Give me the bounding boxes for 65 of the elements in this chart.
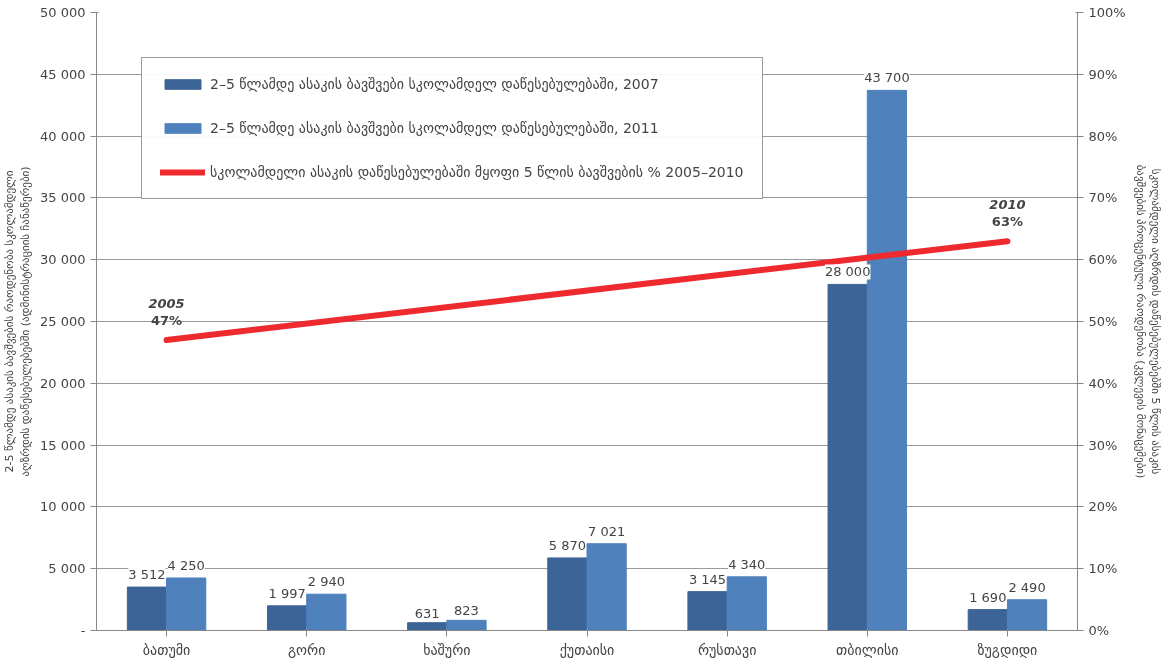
bar — [266, 605, 308, 631]
bar — [726, 576, 767, 631]
y-tick-label: 20 000 — [40, 375, 86, 391]
y-axis-title: 2-5 წლამდე ასაკის ბავშვების რაოდენობა სკოლამდელი აღზრდის დაწესებულებებში (ადმინისტრაციის ჩანაწერები) — [3, 166, 33, 477]
y2-axis-title: სკოლამდელი აღზრდის დაწესებულებებში 5 წლის ასაკის ბავშვების პროცენტული რაოდენობა (კვლევის მონაცემები) — [1133, 164, 1163, 479]
y2-tick-label: 80% — [1088, 128, 1118, 144]
bar — [166, 577, 207, 631]
x-tick-label: ბათუმი — [142, 641, 191, 658]
y2-tick-label: 40% — [1088, 375, 1118, 391]
data-label: 3 512 — [128, 567, 166, 583]
bar — [446, 619, 487, 631]
y-tick-label: 50 000 — [40, 5, 86, 20]
y-tick-label: 15 000 — [40, 437, 86, 453]
data-label: 823 — [454, 603, 479, 619]
annotation: 47% — [151, 313, 183, 329]
data-label: 631 — [414, 605, 440, 621]
y-tick-label: 45 000 — [40, 66, 86, 82]
y-tick-label: 40 000 — [40, 128, 86, 144]
bar — [407, 622, 448, 631]
y-tick-label: - — [80, 623, 86, 638]
bar — [687, 591, 728, 631]
data-label: 7 021 — [588, 523, 626, 539]
data-label: 4 250 — [167, 557, 205, 573]
data-label: 3 145 — [688, 571, 727, 587]
x-tick-label: ხაშური — [423, 641, 471, 658]
x-tick-label: თბილისი — [836, 641, 899, 658]
bar — [586, 543, 627, 631]
legend-label: 2–5 წლამდე ასაკის ბავშვები სკოლამდელ დაწესებულებაში, 2007 — [210, 76, 659, 92]
y-tick-label: 35 000 — [40, 190, 86, 206]
data-label: 2 940 — [307, 574, 345, 590]
y2-tick-label: 70% — [1088, 190, 1118, 206]
x-tick-label: გორი — [287, 641, 326, 658]
bar — [967, 609, 1008, 631]
bar — [1006, 599, 1048, 631]
data-label: 2 490 — [1008, 579, 1046, 595]
legend-label: 2–5 წლამდე ასაკის ბავშვები სკოლამდელ დაწესებულებაში, 2011 — [210, 120, 659, 136]
data-label: 1 997 — [268, 585, 306, 601]
y2-tick-label: 90% — [1088, 66, 1118, 82]
y2-tick-label: 100% — [1088, 5, 1126, 20]
data-label: 28 000 — [824, 264, 871, 280]
y2-tick-label: 60% — [1088, 252, 1118, 268]
y2-tick-label: 10% — [1088, 561, 1118, 577]
y-tick-label: 25 000 — [40, 314, 86, 329]
data-label: 1 690 — [969, 589, 1007, 605]
y-tick-label: 5 000 — [48, 561, 86, 577]
annotation: 63% — [991, 214, 1023, 230]
bar — [827, 283, 868, 631]
y2-tick-label: 30% — [1088, 437, 1118, 453]
bar — [126, 586, 168, 631]
y-tick-label: 10 000 — [40, 499, 86, 515]
y-tick-label: 30 000 — [40, 252, 86, 268]
x-tick-label: ზუგდიდი — [977, 641, 1038, 658]
bar — [547, 557, 588, 631]
y2-tick-label: 50% — [1088, 314, 1118, 329]
y2-tick-label: 20% — [1088, 499, 1118, 515]
y2-tick-label: 0% — [1088, 623, 1110, 638]
data-label: 4 340 — [728, 556, 766, 572]
x-tick-label: რუსთავი — [697, 641, 757, 658]
data-label: 43 700 — [864, 70, 910, 86]
bar — [306, 593, 347, 631]
annotation: 2005 — [148, 296, 185, 312]
legend-label: სკოლამდელი ასაკის დაწესებულებაში მყოფი 5 წლის ბავშვების % 2005–2010 — [210, 164, 744, 180]
annotation: 2010 — [989, 197, 1026, 213]
x-tick-label: ქუთაისი — [559, 641, 615, 658]
data-label: 5 870 — [548, 537, 586, 553]
